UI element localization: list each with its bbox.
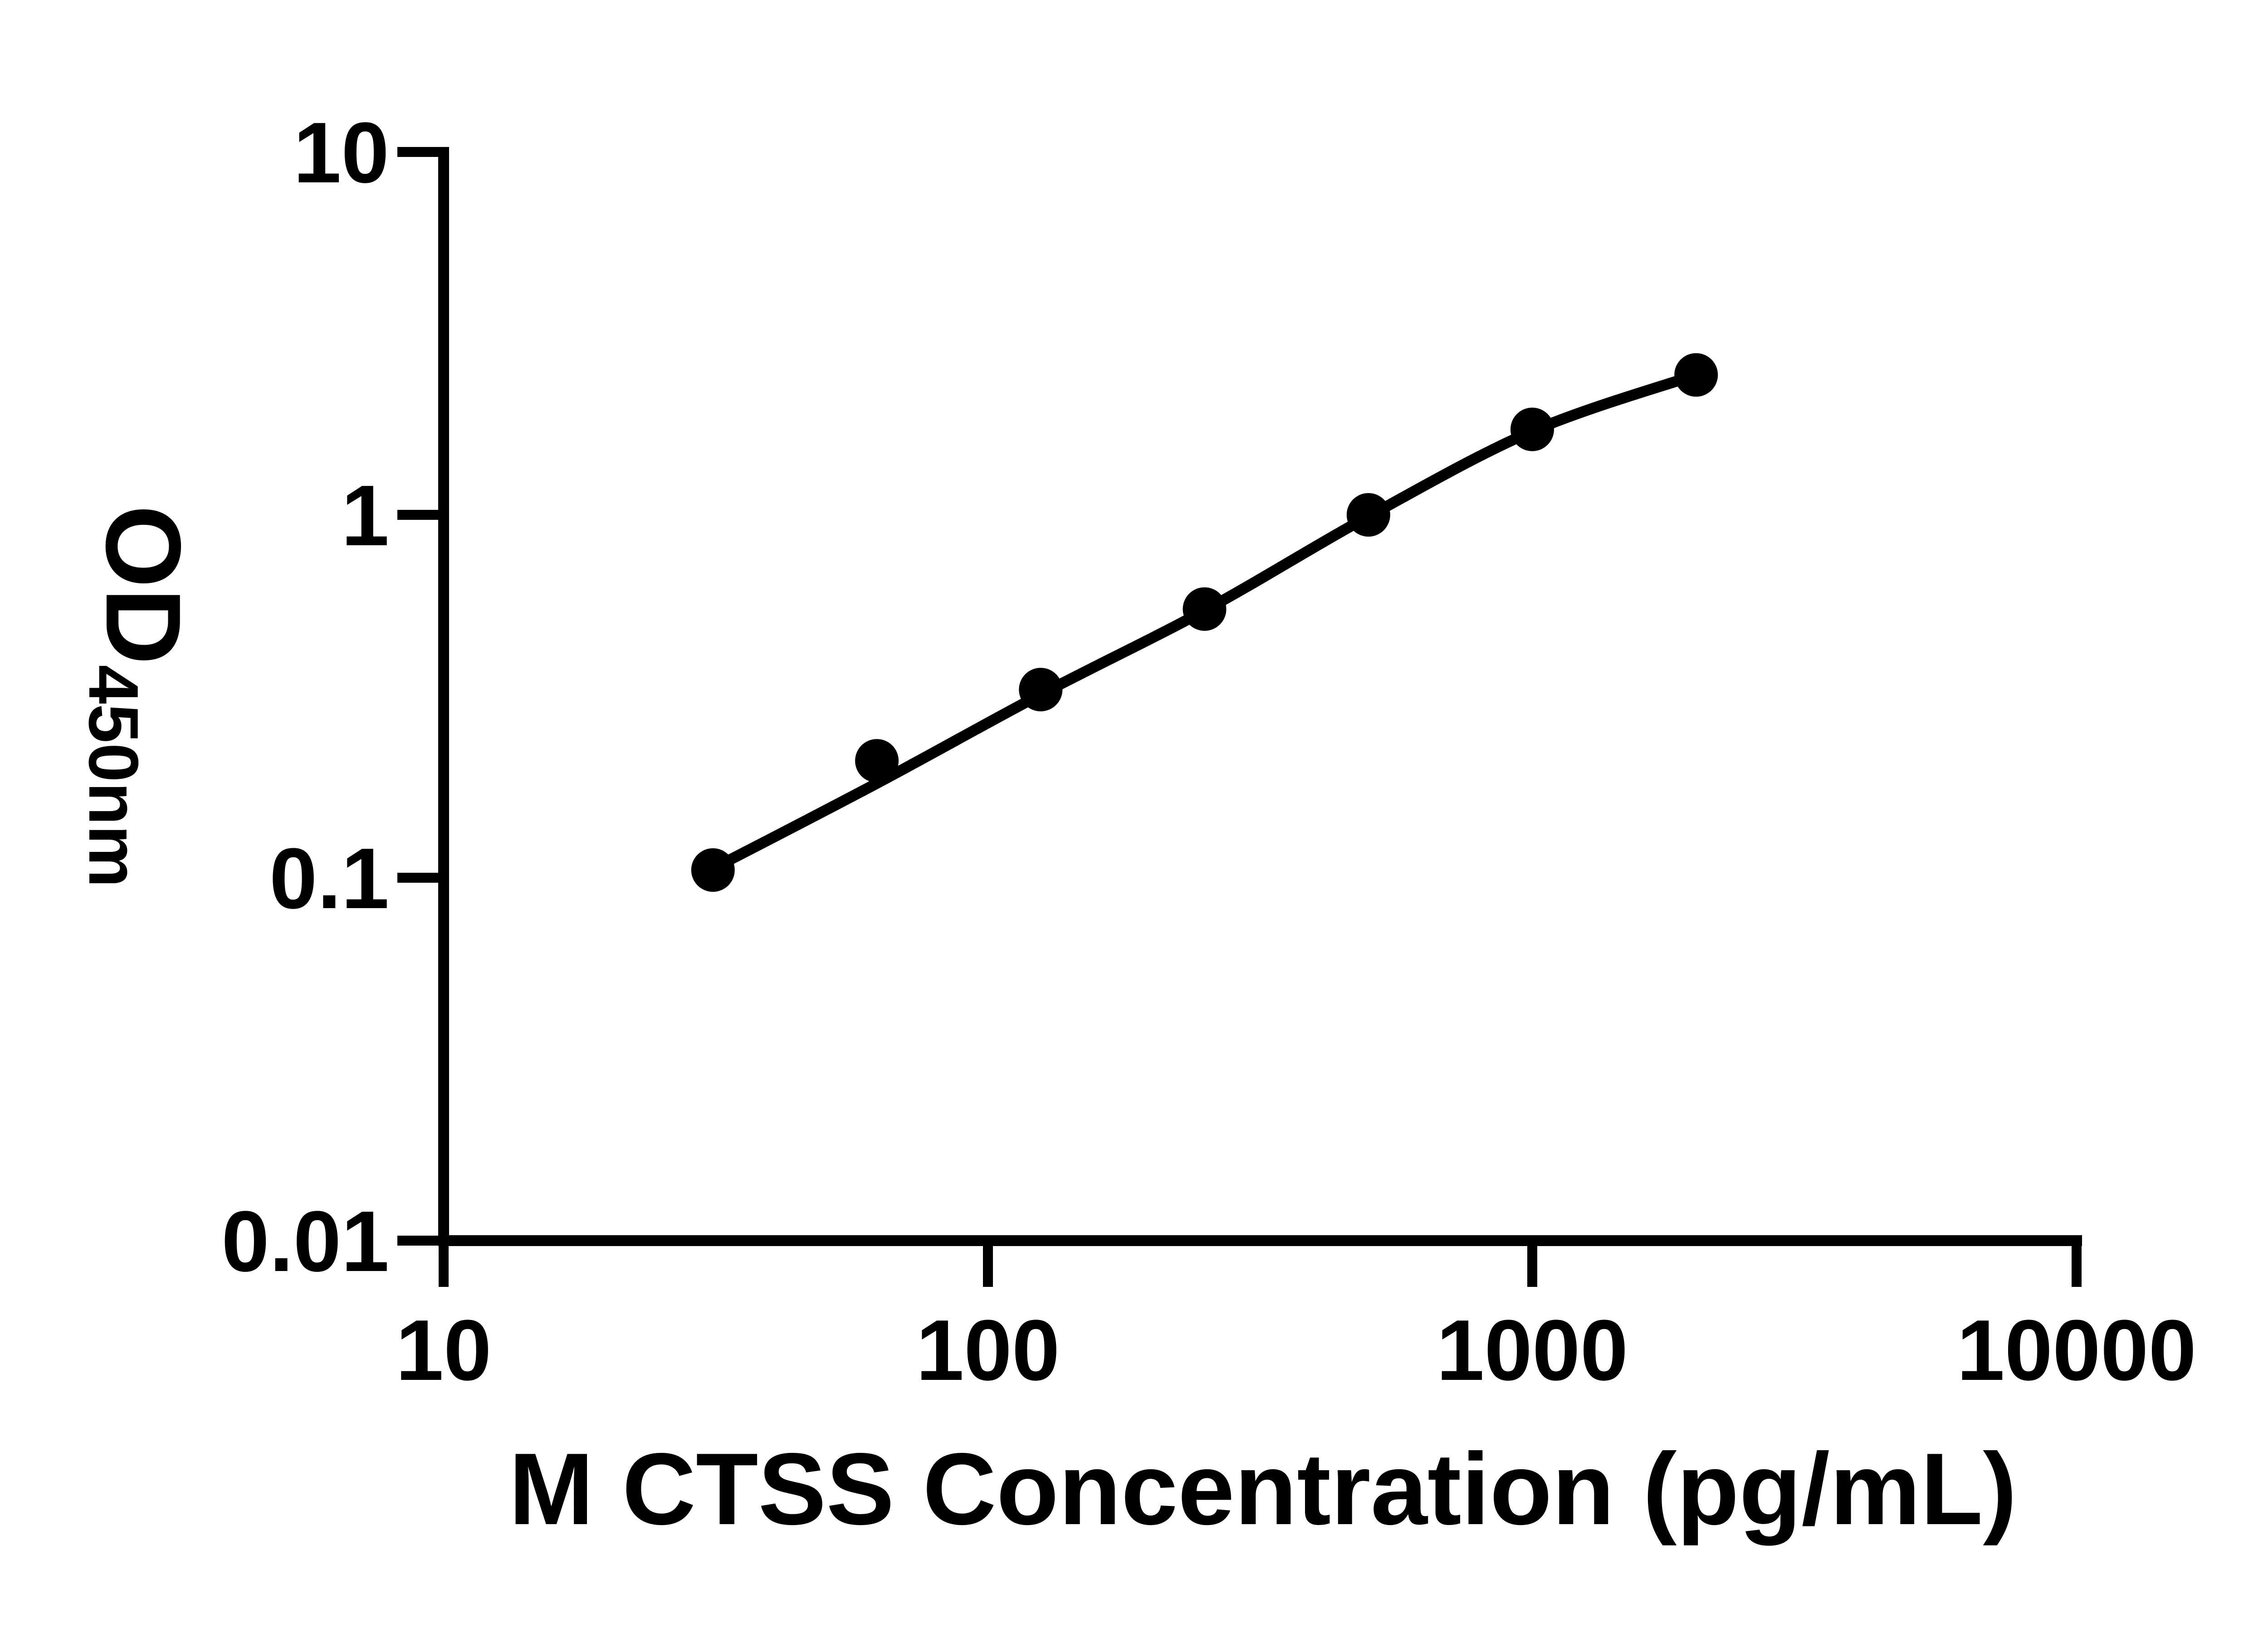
data-point-marker	[1183, 587, 1227, 631]
y-tick-label: 10	[293, 105, 389, 201]
y-tick-label: 0.01	[221, 1193, 389, 1290]
x-axis-tick-labels: 10 100 1000 10000	[396, 1302, 2196, 1398]
y-axis-tick-marks	[397, 147, 444, 1246]
x-tick-label: 10	[396, 1302, 491, 1398]
y-tick-label: 0.1	[269, 831, 389, 927]
data-point-marker	[691, 848, 735, 892]
y-axis-tick-labels: 10 1 0.1 0.01	[221, 105, 389, 1290]
x-tick-label: 1000	[1437, 1302, 1628, 1398]
y-tick-label: 1	[341, 468, 389, 564]
x-tick-label: 10000	[1957, 1302, 2196, 1398]
x-axis-tick-marks	[439, 1241, 2082, 1287]
y-axis-title: OD450nm	[74, 505, 203, 888]
data-point-marker	[1346, 493, 1390, 537]
y-axis-title-main: OD	[84, 505, 203, 665]
y-axis-title-subscript: 450nm	[74, 665, 153, 888]
x-axis-title: M CTSS Concentration (pg/mL)	[509, 1432, 2017, 1546]
data-point-marker	[1510, 407, 1554, 451]
data-point-markers	[691, 353, 1718, 892]
data-point-marker	[855, 739, 899, 783]
x-tick-label: 100	[916, 1302, 1060, 1398]
data-point-marker	[1019, 668, 1063, 712]
data-point-marker	[1674, 353, 1718, 397]
